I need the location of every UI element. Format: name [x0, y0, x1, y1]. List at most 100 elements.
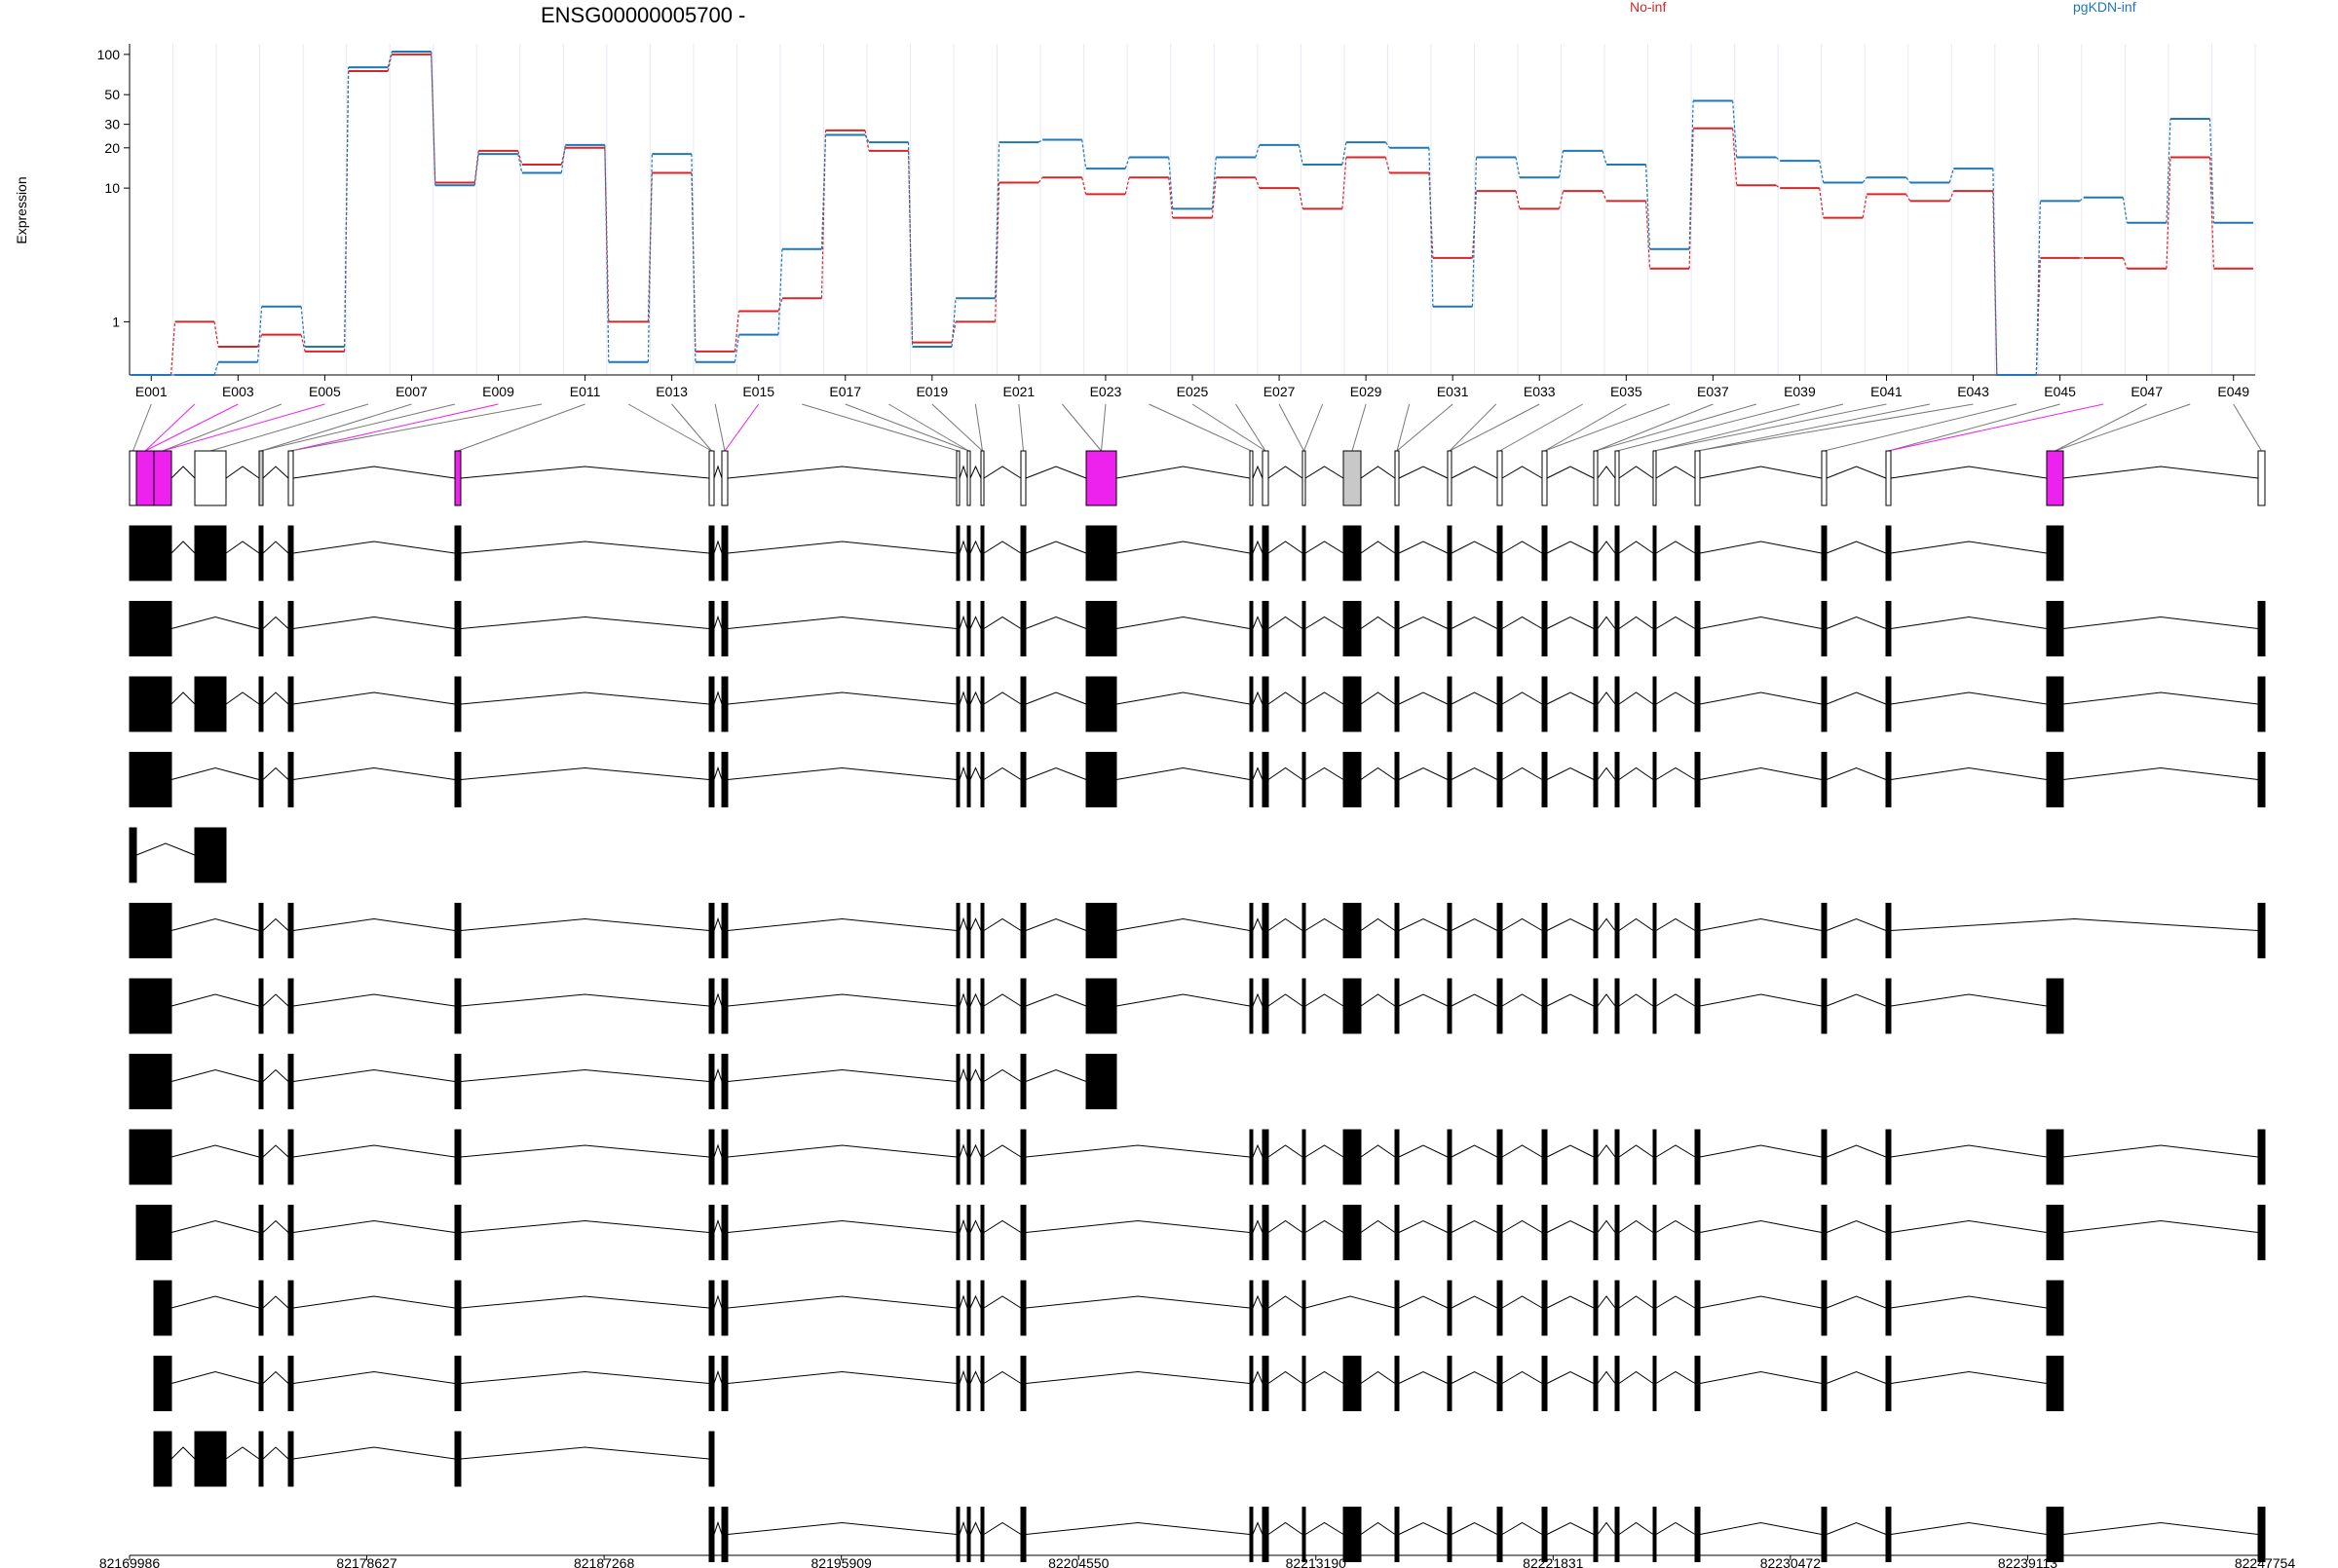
- intron: [1655, 616, 1696, 629]
- exon-block: [1249, 1280, 1254, 1336]
- intron: [1546, 1144, 1595, 1158]
- intron: [1267, 1370, 1303, 1384]
- transcript-row: [708, 1507, 2266, 1562]
- series-connector: [431, 54, 436, 183]
- intron: [170, 1446, 196, 1460]
- intron: [1451, 541, 1498, 554]
- intron: [713, 916, 723, 931]
- series-connector: [1515, 157, 1521, 178]
- intron: [1890, 1295, 2048, 1309]
- exon-block: [1342, 525, 1362, 581]
- exon-block: [1085, 1054, 1117, 1109]
- exon-block: [1694, 1129, 1701, 1185]
- series-connector: [1428, 147, 1434, 307]
- exon-block: [980, 450, 985, 506]
- genome-tick-label: 82213190: [1286, 1555, 1347, 1568]
- series-connector: [2122, 197, 2129, 223]
- intron: [1451, 691, 1498, 705]
- series-connector: [1819, 188, 1825, 218]
- intron: [983, 691, 1022, 705]
- y-tick-label: 20: [104, 140, 120, 156]
- genome-tick-label: 82221831: [1523, 1555, 1584, 1568]
- intron: [1546, 917, 1595, 931]
- intron: [713, 1369, 723, 1384]
- intron: [959, 1369, 968, 1384]
- exon-connector: [260, 403, 456, 452]
- y-tick-label: 50: [104, 87, 120, 102]
- intron: [959, 691, 968, 705]
- exon-block: [1694, 525, 1701, 581]
- exon-block: [1447, 1507, 1452, 1562]
- exon-block: [1085, 978, 1117, 1034]
- intron: [713, 1294, 723, 1309]
- exon-connector: [2233, 403, 2262, 452]
- intron: [292, 616, 456, 629]
- exon-label: E007: [396, 384, 428, 399]
- exon-block: [708, 676, 715, 732]
- exon-block: [1342, 978, 1362, 1034]
- intron: [1826, 691, 1887, 705]
- exon-label: E041: [1870, 384, 1903, 399]
- intron: [1890, 466, 2048, 479]
- exon-block: [1447, 1205, 1452, 1260]
- intron: [969, 992, 982, 1007]
- exon-block: [1652, 1129, 1657, 1185]
- exon-block: [1593, 903, 1599, 958]
- exon-block: [980, 1205, 985, 1260]
- intron: [292, 917, 456, 931]
- exon-block: [1085, 450, 1117, 506]
- exon-block: [135, 978, 155, 1034]
- intron: [1252, 992, 1263, 1007]
- intron: [1890, 766, 2048, 780]
- intron: [713, 615, 723, 629]
- intron: [1597, 691, 1616, 705]
- intron: [969, 1294, 982, 1309]
- exon-block: [708, 601, 715, 656]
- exon-block: [2257, 903, 2266, 958]
- intron: [1597, 1521, 1616, 1535]
- exon-block: [721, 1356, 729, 1411]
- intron: [1360, 993, 1396, 1007]
- exon-block: [956, 1054, 961, 1109]
- exon-block: [287, 676, 294, 732]
- exon-block: [129, 676, 137, 732]
- intron: [1826, 1370, 1887, 1384]
- exon-block: [1394, 1507, 1400, 1562]
- intron: [1360, 541, 1396, 554]
- intron: [1025, 691, 1087, 705]
- exon-block: [129, 525, 137, 581]
- exon-block: [1262, 450, 1269, 506]
- intron: [1699, 466, 1823, 479]
- series-connector: [1602, 150, 1607, 166]
- intron: [170, 541, 196, 554]
- exon-block: [2257, 450, 2266, 506]
- exon-block: [1496, 525, 1503, 581]
- intron: [727, 1295, 958, 1309]
- intron: [1360, 1144, 1396, 1158]
- intron: [460, 1144, 710, 1158]
- exon-connector: [1888, 403, 2060, 452]
- series-no-inf: [132, 53, 2253, 376]
- exon-block: [153, 450, 172, 506]
- exon-block: [1394, 1280, 1400, 1336]
- intron: [1826, 541, 1887, 554]
- transcript-row: [129, 752, 2266, 807]
- intron: [983, 1144, 1022, 1158]
- exon-label: E049: [2217, 384, 2249, 399]
- exon-label: E021: [1003, 384, 1036, 399]
- series-connector: [1775, 184, 1781, 189]
- series-connector: [1255, 144, 1261, 158]
- intron: [959, 765, 968, 780]
- exon-block: [1262, 978, 1269, 1034]
- intron: [983, 616, 1022, 629]
- exon-block: [708, 903, 715, 958]
- exon-block: [1541, 676, 1548, 732]
- series-connector: [1688, 128, 1694, 269]
- exon-block: [1301, 1205, 1306, 1260]
- exon-block: [153, 1205, 172, 1260]
- intron: [1655, 1219, 1696, 1233]
- exon-connector: [1499, 403, 1584, 452]
- exon-block: [2046, 525, 2064, 581]
- exon-connector: [1888, 403, 2104, 452]
- intron: [2062, 691, 2259, 705]
